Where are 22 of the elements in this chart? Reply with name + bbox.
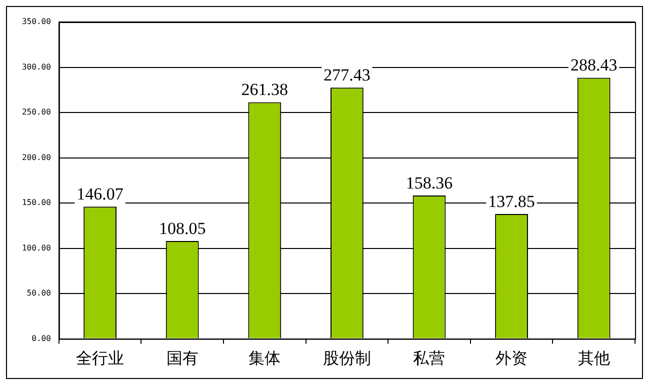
y-tick-label: 100.00: [22, 243, 52, 252]
x-tick-label: 私营: [413, 348, 446, 368]
x-tick-label: 外资: [496, 348, 528, 368]
x-tick-label: 集体: [248, 348, 281, 368]
y-tick-label: 300.00: [22, 62, 52, 72]
x-tick-label: 全行业: [76, 348, 124, 368]
x-tick-label: 股份制: [322, 348, 371, 368]
y-tick-label: 0.00: [32, 334, 52, 343]
y-tick-label: 50.00: [26, 288, 52, 298]
y-tick-label: 250.00: [22, 108, 52, 117]
data-label: 158.36: [406, 173, 453, 192]
x-tick-label: 其他: [578, 348, 610, 368]
data-label: 146.07: [76, 184, 124, 204]
data-label: 261.38: [241, 80, 288, 100]
y-tick-label: 150.00: [22, 198, 52, 208]
data-label: 288.43: [570, 56, 618, 75]
data-label: 277.43: [324, 66, 370, 85]
y-tick-label: 350.00: [22, 17, 52, 26]
x-tick-label: 国有: [166, 348, 198, 368]
y-tick-label: 200.00: [22, 152, 52, 162]
data-label: 108.05: [158, 218, 206, 238]
data-label: 137.85: [488, 192, 535, 211]
